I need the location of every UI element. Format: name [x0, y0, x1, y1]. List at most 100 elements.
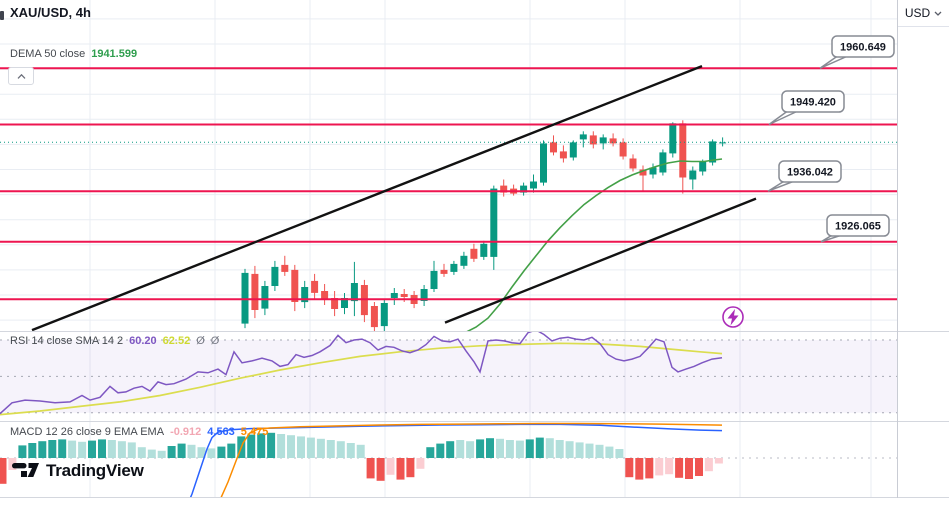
- macd-histogram-bar: [406, 458, 415, 478]
- macd-histogram-bar: [446, 441, 455, 458]
- rsi-legend[interactable]: RSI 14 close SMA 14 2 60.20 62.52 Ø Ø: [10, 335, 219, 347]
- trendline[interactable]: [444, 197, 757, 324]
- macd-histogram-bar: [257, 433, 266, 458]
- macd-histogram-bar: [68, 440, 77, 458]
- macd-histogram-bar: [655, 458, 664, 476]
- tradingview-logo-icon: [12, 463, 39, 477]
- candle: [271, 266, 279, 286]
- macd-histogram-bar: [187, 444, 196, 458]
- price-callout-text: 1949.420: [790, 97, 836, 109]
- macd-histogram-bar: [635, 458, 644, 480]
- macd-histogram-bar: [356, 444, 365, 458]
- macd-histogram-bar: [78, 441, 87, 458]
- macd-histogram-bar: [197, 447, 206, 458]
- pane-separator-macd[interactable]: [0, 421, 949, 422]
- macd-histogram-bar: [0, 458, 7, 484]
- rsi-zero-2: Ø: [210, 335, 220, 347]
- trendline[interactable]: [31, 64, 703, 332]
- macd-histogram-bar: [287, 435, 295, 458]
- candle: [699, 161, 707, 172]
- rsi-legend-value: 60.20: [129, 335, 157, 347]
- clipped-toolbar-icon: [0, 11, 4, 20]
- collapse-legend-button[interactable]: [8, 67, 34, 85]
- macd-histogram-bar: [8, 458, 17, 470]
- macd-histogram-bar: [386, 458, 395, 475]
- rsi-legend-label: RSI 14 close SMA 14 2: [10, 335, 124, 347]
- candle: [629, 158, 637, 169]
- symbol-title[interactable]: XAU/USD, 4h: [10, 5, 91, 20]
- candle: [709, 141, 717, 163]
- macd-histogram-bar: [346, 443, 355, 458]
- macd-histogram-bar: [177, 443, 186, 458]
- candle: [460, 255, 468, 266]
- candle: [341, 298, 348, 308]
- candle: [311, 280, 319, 293]
- candle: [400, 294, 408, 297]
- candle: [301, 287, 309, 303]
- dema-line: [466, 158, 723, 331]
- flash-icon[interactable]: [722, 306, 744, 328]
- candle: [261, 286, 269, 309]
- macd-legend-label: MACD 12 26 close 9 EMA EMA: [10, 426, 165, 438]
- macd-histogram-bar: [38, 441, 47, 458]
- price-callout-text: 1926.065: [835, 221, 881, 233]
- candle: [559, 151, 567, 159]
- price-callout[interactable]: 1949.420: [768, 90, 845, 126]
- candle: [540, 143, 547, 183]
- macd-histogram-bar: [585, 443, 594, 458]
- macd-histogram-bar: [48, 440, 57, 458]
- main-pane: [241, 120, 727, 331]
- candle: [520, 185, 528, 193]
- pane-separator-rsi[interactable]: [0, 331, 949, 332]
- dema-legend-label: DEMA 50 close: [10, 48, 86, 60]
- candle: [450, 263, 458, 272]
- macd-histogram-bar: [704, 458, 713, 472]
- chevron-up-icon: [17, 73, 25, 79]
- dema-legend[interactable]: DEMA 50 close 1941.599: [10, 48, 137, 60]
- candle: [350, 283, 358, 302]
- macd-histogram-bar: [436, 443, 445, 458]
- candle: [550, 142, 557, 153]
- macd-histogram-bar: [117, 441, 126, 458]
- candle: [430, 270, 438, 289]
- currency-selector[interactable]: USD: [898, 0, 949, 27]
- price-axis[interactable]: USD: [898, 0, 949, 519]
- macd-signal-line: [220, 422, 723, 497]
- macd-histogram-bar: [466, 441, 475, 458]
- candle: [331, 298, 339, 309]
- macd-histogram-bar: [535, 437, 544, 458]
- candle: [719, 142, 727, 144]
- candle: [420, 289, 428, 301]
- price-axis-border: [897, 0, 898, 519]
- rsi-pane: [0, 332, 897, 416]
- macd-histogram-bar: [685, 458, 693, 479]
- macd-histogram-bar: [675, 458, 684, 478]
- candle: [291, 269, 299, 302]
- macd-histogram-bar: [426, 447, 435, 458]
- price-callout[interactable]: 1960.649: [819, 35, 895, 69]
- macd-histogram-bar: [167, 446, 176, 458]
- candle: [480, 243, 488, 257]
- macd-histogram-bar: [247, 434, 256, 458]
- rsi-zero-1: Ø: [196, 335, 205, 347]
- price-callout-text: 1936.042: [787, 167, 833, 179]
- macd-histogram-bar: [476, 439, 485, 458]
- candle: [470, 248, 478, 259]
- macd-histogram-bar: [227, 443, 236, 458]
- tradingview-watermark[interactable]: TradingView: [12, 461, 144, 481]
- macd-histogram-bar: [615, 449, 624, 458]
- dema-legend-value: 1941.599: [91, 48, 138, 60]
- candle: [500, 185, 508, 193]
- price-callout[interactable]: 1926.065: [820, 214, 890, 243]
- time-axis[interactable]: [0, 498, 949, 519]
- macd-histogram-bar: [396, 458, 405, 480]
- candle: [609, 138, 617, 144]
- candle: [569, 142, 577, 158]
- candle: [639, 169, 647, 176]
- macd-legend[interactable]: MACD 12 26 close 9 EMA EMA -0.912 4.563 …: [10, 426, 268, 438]
- candle: [649, 167, 657, 175]
- price-callout[interactable]: 1936.042: [767, 160, 842, 192]
- macd-histogram-bar: [336, 441, 345, 458]
- rsi-line: [0, 332, 723, 415]
